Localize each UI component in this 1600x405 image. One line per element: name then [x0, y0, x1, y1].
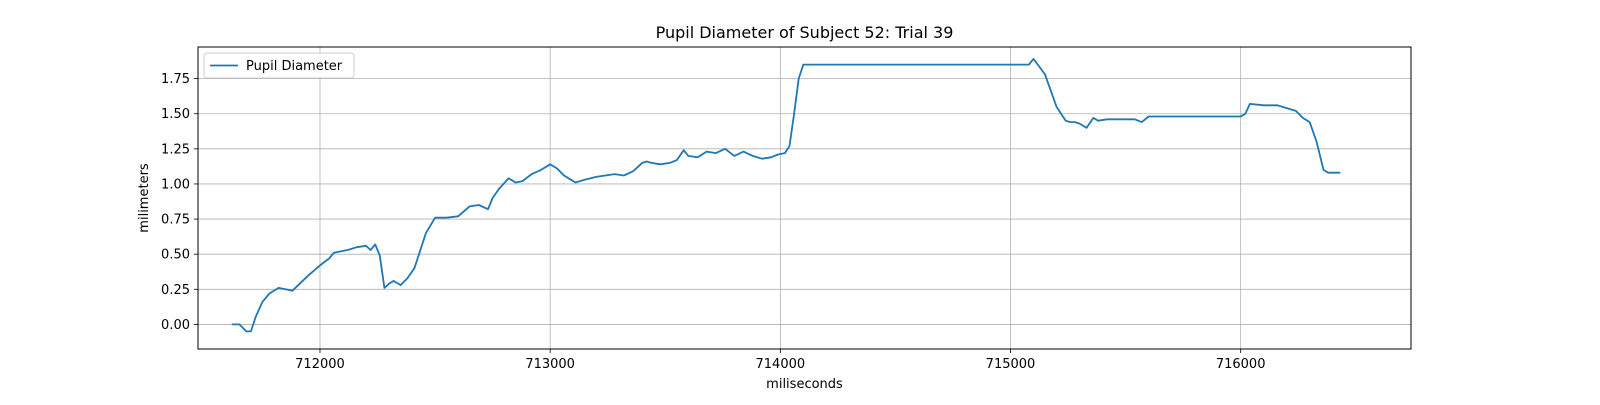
x-axis-label: miliseconds	[766, 377, 843, 392]
y-tick-label: 0.25	[161, 283, 190, 298]
legend: Pupil Diameter	[203, 52, 355, 79]
x-tick-label: 712000	[295, 357, 345, 372]
x-tick-label: 714000	[756, 357, 806, 372]
y-tick-label: 0.75	[161, 213, 190, 228]
y-tick-label: 1.00	[161, 177, 190, 192]
x-axis: 712000 713000 714000 715000 716000	[295, 349, 1265, 372]
y-tick-label: 1.50	[161, 107, 190, 122]
y-tick-label: 0.50	[161, 248, 190, 263]
y-tick-label: 1.25	[161, 142, 190, 157]
y-tick-label: 1.75	[161, 72, 190, 87]
grid	[198, 47, 1411, 349]
plot-frame	[197, 46, 1412, 350]
series-line-pupil-diameter	[231, 58, 1341, 333]
series-layer	[231, 58, 1341, 333]
legend-label: Pupil Diameter	[246, 59, 343, 74]
x-tick-label: 716000	[1216, 357, 1266, 372]
y-axis: 0.00 0.25 0.50 0.75 1.00 1.25 1.50 1.75	[161, 72, 198, 333]
y-tick-label: 0.00	[161, 318, 190, 333]
x-tick-label: 713000	[525, 357, 575, 372]
y-axis-label: milimeters	[137, 163, 152, 233]
legend-box	[203, 52, 355, 79]
chart-title: Pupil Diameter of Subject 52: Trial 39	[656, 23, 954, 42]
x-tick-label: 715000	[986, 357, 1036, 372]
